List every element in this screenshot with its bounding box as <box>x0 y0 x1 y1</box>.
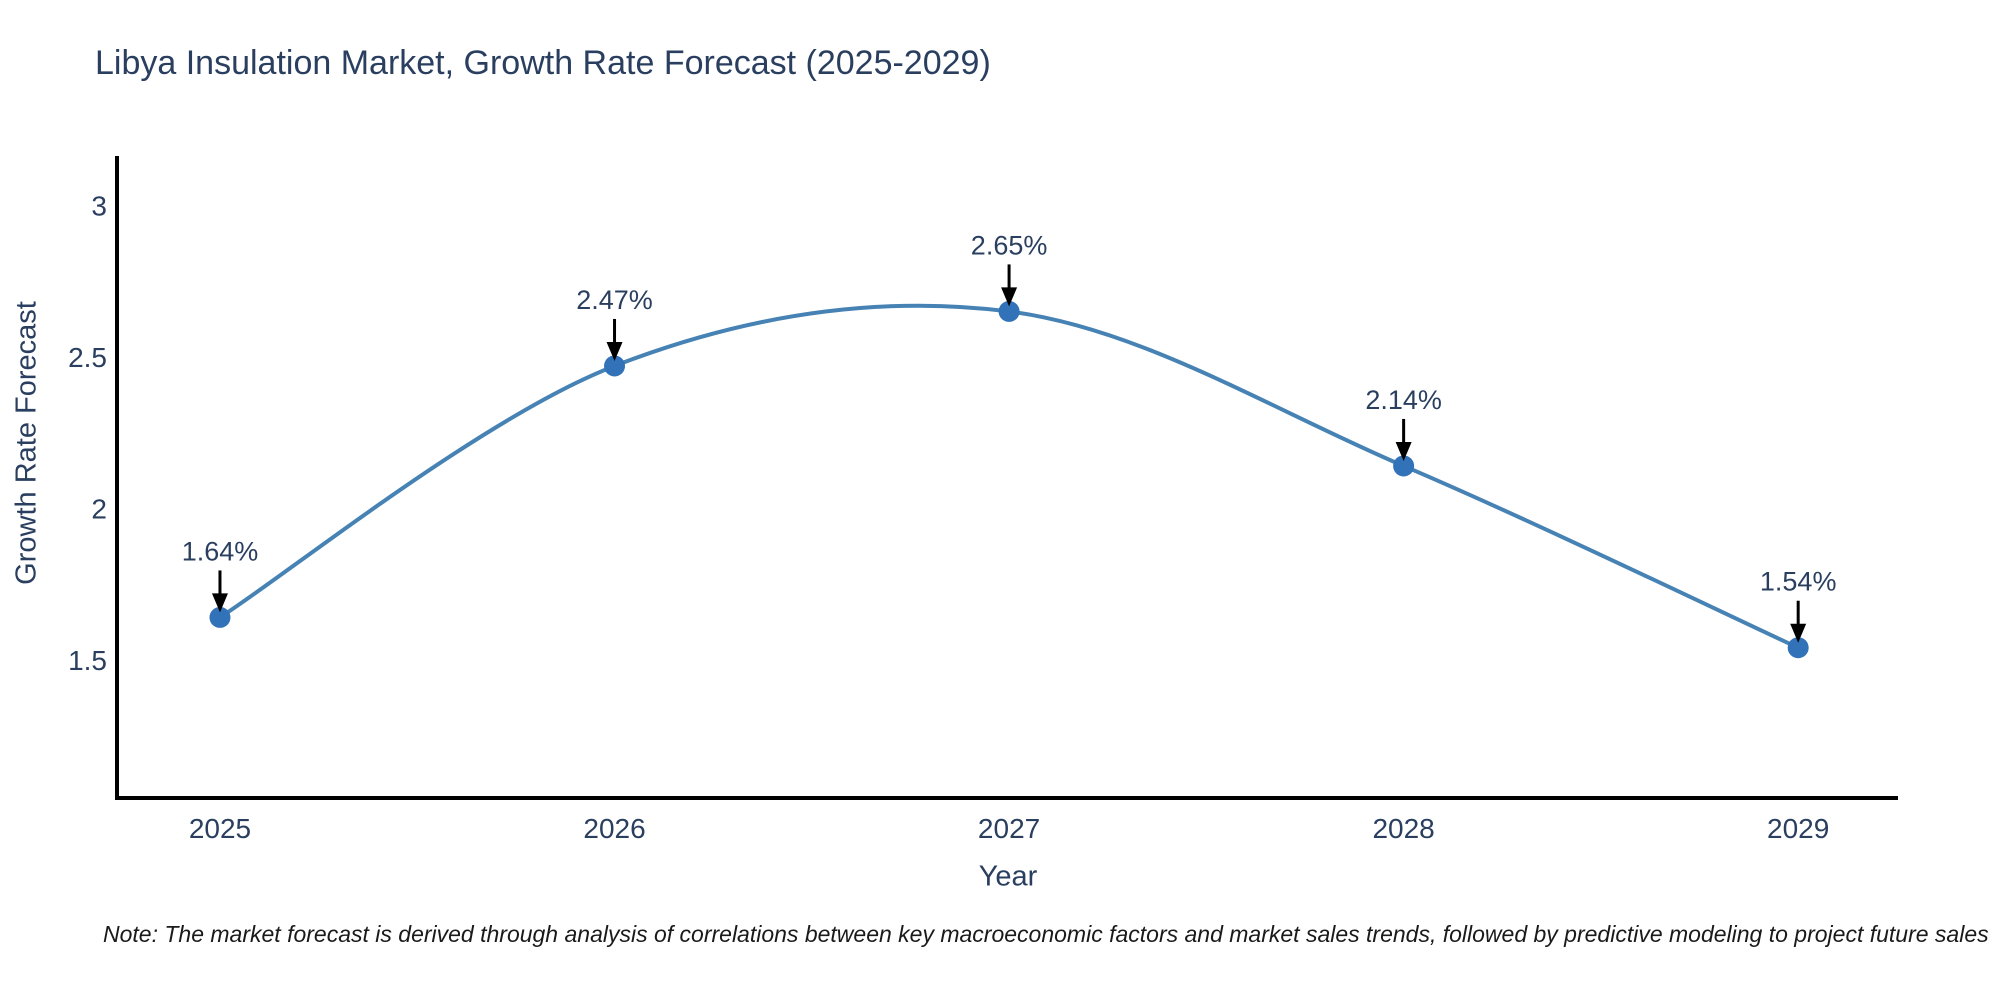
annotation-arrowhead <box>1790 623 1807 643</box>
forecast-line <box>218 303 1800 650</box>
x-tick-label: 2029 <box>1767 813 1829 844</box>
data-point <box>604 355 626 377</box>
data-point-label: 2.47% <box>576 285 653 315</box>
annotation-arrowhead <box>1001 287 1018 307</box>
data-point-label: 1.54% <box>1760 567 1837 597</box>
chart-title: Libya Insulation Market, Growth Rate For… <box>95 44 991 82</box>
y-tick-label: 3 <box>91 190 107 221</box>
data-point <box>998 300 1020 322</box>
data-point-label: 2.65% <box>971 230 1048 260</box>
annotation-arrowhead <box>211 593 228 613</box>
x-axis-title: Year <box>978 860 1038 893</box>
data-point <box>1787 637 1809 659</box>
annotation-arrowhead <box>1395 441 1412 461</box>
y-tick-label: 2.5 <box>68 342 107 373</box>
data-point <box>209 606 231 628</box>
data-point-label: 1.64% <box>182 536 259 566</box>
y-tick-label: 2 <box>91 493 107 524</box>
annotation-arrowhead <box>606 341 623 361</box>
x-tick-label: 2028 <box>1372 813 1434 844</box>
data-point <box>1393 455 1415 477</box>
data-point-label: 2.14% <box>1365 385 1442 415</box>
footnote: Note: The market forecast is derived thr… <box>103 921 1989 947</box>
x-tick-label: 2026 <box>583 813 645 844</box>
x-tick-label: 2027 <box>978 813 1040 844</box>
y-tick-label: 1.5 <box>68 645 107 676</box>
x-tick-label: 2025 <box>189 813 251 844</box>
